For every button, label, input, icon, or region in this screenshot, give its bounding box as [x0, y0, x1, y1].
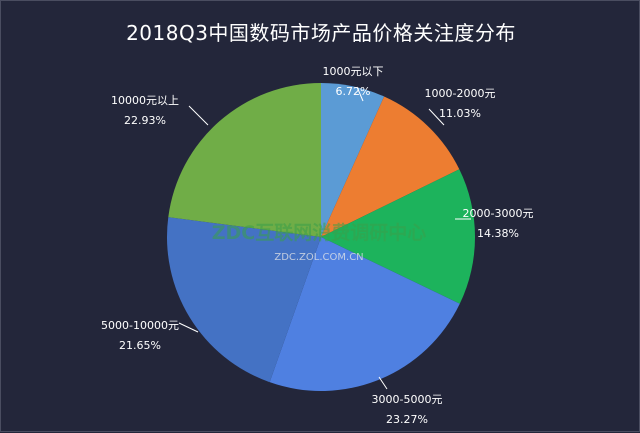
leader-line-2 [428, 108, 445, 126]
pie-slice-2 [321, 96, 460, 237]
slice-category-label-1: 1000元以下 [323, 65, 384, 78]
slice-value-label-1: 6.72% [336, 85, 371, 98]
slice-category-label-6: 10000元以上 [111, 94, 179, 107]
pie-slice-5 [166, 217, 321, 383]
pie-slices [166, 83, 476, 391]
leader-line-6 [188, 105, 209, 126]
slice-value-label-2: 11.03% [439, 107, 481, 120]
leader-line-5 [178, 322, 199, 333]
slice-category-label-5: 5000-10000元 [101, 319, 179, 332]
slice-value-label-5: 21.65% [119, 339, 161, 352]
slice-value-label-4: 23.27% [386, 413, 428, 426]
pie-slice-4 [269, 237, 460, 391]
watermark-url: ZDC.ZOL.COM.CN [274, 252, 363, 263]
slice-category-label-2: 1000-2000元 [425, 87, 496, 100]
slice-category-label-3: 2000-3000元 [463, 207, 534, 220]
slice-labels: 1000元以下 6.72% 1000-2000元 11.03% 2000-3000元 14… [101, 65, 533, 426]
chart-title: 2018Q3中国数码市场产品价格关注度分布 [126, 21, 516, 45]
leader-line-1 [356, 86, 364, 102]
pie-slice-3 [321, 169, 476, 304]
slice-category-label-4: 3000-5000元 [372, 393, 443, 406]
watermark-title: ZDC互联网消费调研中心 [212, 221, 427, 244]
slice-value-label-6: 22.93% [124, 114, 166, 127]
label-leaders [178, 86, 471, 390]
pie-slice-1 [321, 83, 385, 237]
slice-value-label-3: 14.38% [477, 227, 519, 240]
pie-slice-6 [168, 83, 321, 237]
leader-line-4 [378, 376, 388, 390]
